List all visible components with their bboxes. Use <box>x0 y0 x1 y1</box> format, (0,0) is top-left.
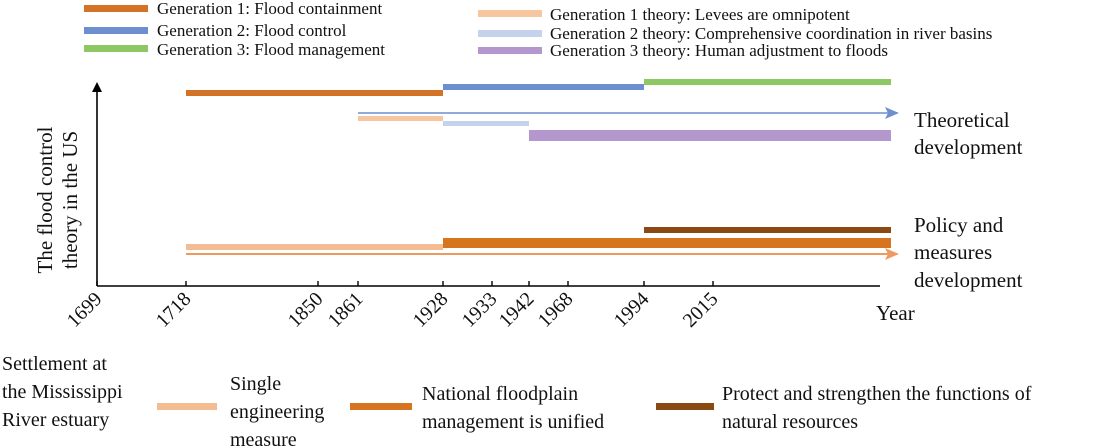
axes: The flood control theory in the US Year <box>33 82 915 325</box>
generation-bar-1 <box>186 90 443 96</box>
bottom-legend-single-engineering: Single engineering measure <box>157 373 324 448</box>
x-axis-label: Year <box>876 301 915 325</box>
year-label-1968: 1968 <box>534 288 578 332</box>
legend-swatch-gen3 <box>84 45 148 52</box>
year-label-1718: 1718 <box>152 288 196 332</box>
legend-item-gen3-theory: Generation 3 theory: Human adjustment to… <box>478 41 888 60</box>
settlement-line-3: River estuary <box>2 409 109 431</box>
theory-bar-2 <box>443 121 529 126</box>
legend-label-gen1: Generation 1: Flood containment <box>157 0 382 18</box>
policy-track-label-line-2: measures <box>914 240 992 264</box>
y-axis-label-line-1: The flood control <box>33 126 57 273</box>
legend-label-gen2: Generation 2: Flood control <box>157 21 347 40</box>
legend-item-gen1: Generation 1: Flood containment <box>84 0 382 18</box>
generation-bar-2 <box>443 84 644 90</box>
year-label-1933: 1933 <box>458 288 502 332</box>
policy-track-label-line-1: Policy and <box>914 213 1004 237</box>
policy-bar-1 <box>186 244 443 250</box>
year-label-1928: 1928 <box>409 288 453 332</box>
national-floodplain-line-2: management is unified <box>422 411 604 433</box>
legend-label-gen3: Generation 3: Flood management <box>157 40 385 59</box>
year-label-1699: 1699 <box>63 288 107 332</box>
bottom-legend-settlement: Settlement at the Mississippi River estu… <box>2 353 123 431</box>
national-floodplain-line-1: National floodplain <box>422 383 578 405</box>
legend-swatch-gen1-theory <box>478 10 542 17</box>
generation-bars <box>186 79 891 96</box>
y-axis-label-line-2: theory in the US <box>58 131 82 269</box>
year-label-1994: 1994 <box>610 288 654 332</box>
single-engineering-line-3: measure <box>230 429 297 448</box>
year-label-1861: 1861 <box>324 288 368 332</box>
legend-swatch-gen2-theory <box>478 30 542 37</box>
legend-label-gen3-theory: Generation 3 theory: Human adjustment to… <box>550 41 888 60</box>
legend-swatch-gen2 <box>84 27 148 34</box>
single-engineering-line-2: engineering <box>230 401 324 423</box>
policy-bar-3 <box>644 227 891 233</box>
protect-resources-swatch <box>656 403 714 410</box>
single-engineering-swatch <box>157 403 217 410</box>
bottom-legend-protect-resources: Protect and strengthen the functions of … <box>656 383 1032 433</box>
policy-track-label-line-3: development <box>914 268 1023 292</box>
legend-item-gen3: Generation 3: Flood management <box>84 40 385 59</box>
settlement-line-1: Settlement at <box>2 353 107 375</box>
protect-resources-line-1: Protect and strengthen the functions of <box>722 383 1032 405</box>
legend-item-gen1-theory: Generation 1 theory: Levees are omnipote… <box>478 5 850 24</box>
policy-bar-2 <box>443 238 891 248</box>
settlement-line-2: the Mississippi <box>2 381 123 403</box>
year-label-2015: 2015 <box>679 288 723 332</box>
theory-bar-3 <box>529 130 891 141</box>
legend-item-gen2-theory: Generation 2 theory: Comprehensive coord… <box>478 24 992 43</box>
theory-bars <box>358 116 891 141</box>
theory-bar-1 <box>358 116 443 121</box>
year-label-1942: 1942 <box>495 288 539 332</box>
legend-label-gen1-theory: Generation 1 theory: Levees are omnipote… <box>550 5 850 24</box>
theory-track-label-line-2: development <box>914 135 1023 159</box>
legend-label-gen2-theory: Generation 2 theory: Comprehensive coord… <box>550 24 992 43</box>
protect-resources-line-2: natural resources <box>722 411 858 433</box>
generation-bar-3 <box>644 79 891 85</box>
bottom-legend-national-floodplain: National floodplain management is unifie… <box>350 383 604 433</box>
year-label-1850: 1850 <box>284 288 328 332</box>
legend-swatch-gen1 <box>84 5 148 12</box>
top-legend: Generation 1: Flood containment Generati… <box>84 0 992 60</box>
national-floodplain-swatch <box>350 403 412 410</box>
legend-item-gen2: Generation 2: Flood control <box>84 21 347 40</box>
legend-swatch-gen3-theory <box>478 47 542 54</box>
bottom-legend: Settlement at the Mississippi River estu… <box>2 353 1032 448</box>
theory-track-label-line-1: Theoretical <box>914 108 1010 132</box>
policy-bars <box>186 227 891 250</box>
single-engineering-line-1: Single <box>230 373 281 395</box>
